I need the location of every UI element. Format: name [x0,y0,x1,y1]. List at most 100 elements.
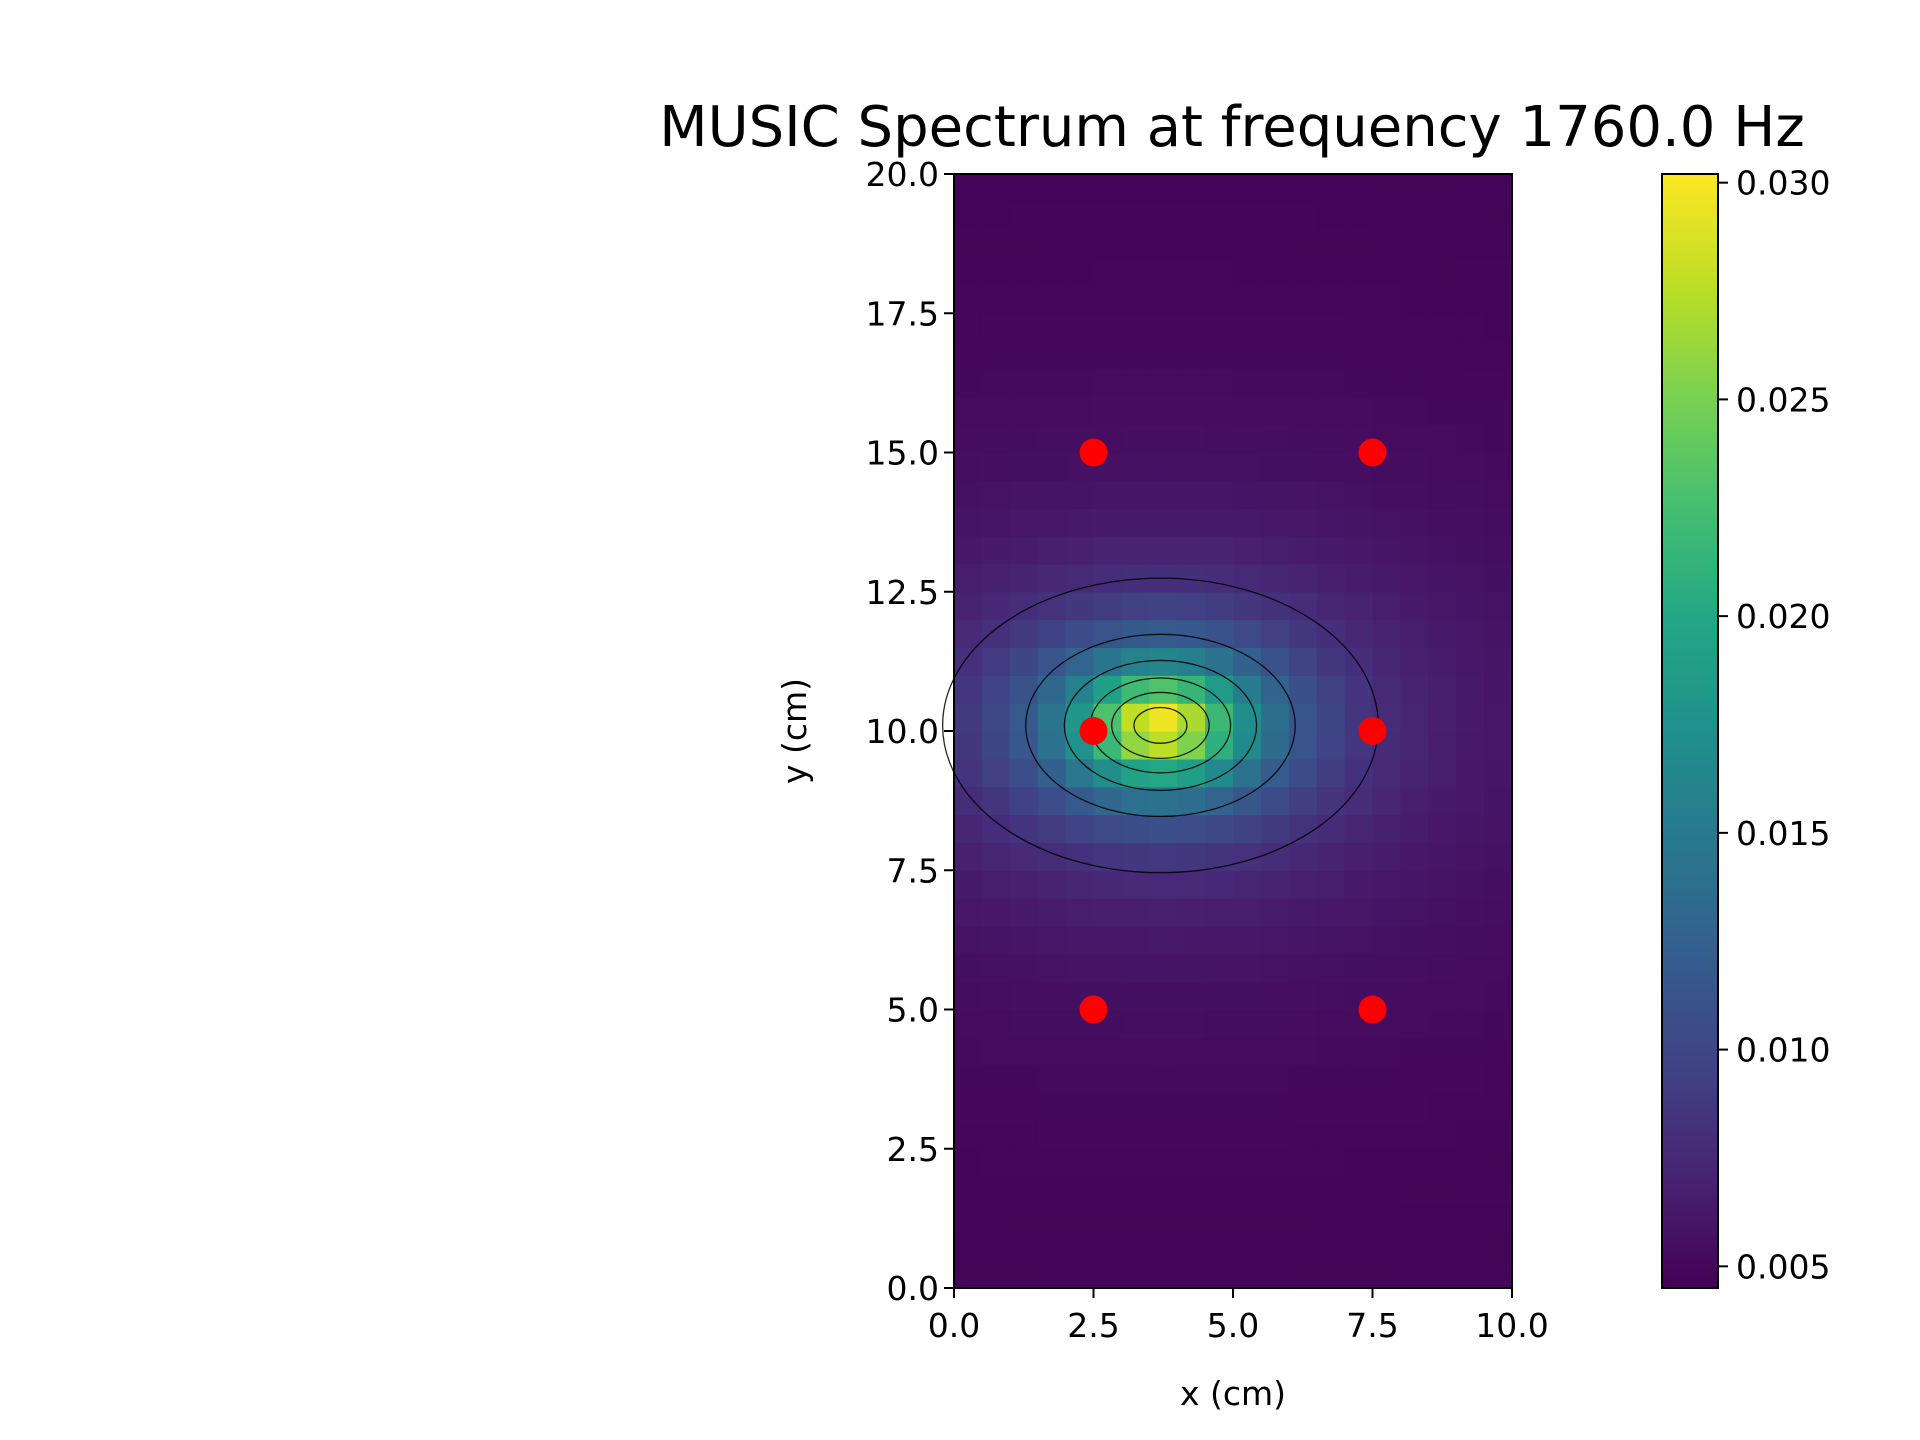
heatmap-cell [1121,758,1150,788]
heatmap-cell [1149,1037,1178,1066]
heatmap-cell [954,313,983,342]
heatmap-cell [1316,396,1346,426]
heatmap-cell [1344,675,1374,704]
heatmap-cell [1372,842,1401,871]
heatmap-cell [1009,758,1039,788]
heatmap-cell [981,1037,1011,1066]
heatmap-cell [1065,285,1095,314]
heatmap-cell [981,452,1011,481]
heatmap-cell [1009,480,1039,509]
heatmap-cell [1344,368,1374,398]
chart-title: MUSIC Spectrum at frequency 1760.0 Hz [659,95,1804,160]
heatmap-cell [1205,396,1234,426]
heatmap-cell [1484,396,1513,426]
heatmap-cell [1344,898,1374,927]
heatmap-cell [1456,396,1485,426]
heatmap-cell [954,758,983,788]
heatmap-cell [1288,1204,1318,1233]
heatmap-cell [1177,257,1206,286]
heatmap-cell [1260,368,1290,398]
heatmap-cell [1093,619,1122,649]
heatmap-cell [1428,201,1457,231]
heatmap-cell [1484,842,1513,871]
heatmap-cell [1177,174,1206,203]
y-tick-label: 5.0 [887,991,939,1030]
heatmap-cell [1009,1037,1039,1066]
x-tick-label: 7.5 [1346,1306,1398,1345]
sensor-marker [1079,438,1108,467]
heatmap-cell [1205,201,1234,231]
heatmap-cell [1484,1176,1513,1206]
heatmap-cell [1121,1204,1150,1233]
heatmap-cell [1121,1093,1150,1122]
heatmap-cell [1093,368,1122,398]
heatmap-cell [1400,619,1429,649]
x-tick-label: 5.0 [1207,1306,1259,1345]
heatmap-cell [1288,368,1318,398]
heatmap-cell [1372,1176,1401,1206]
heatmap-cell [1456,257,1485,286]
heatmap-cell [981,898,1011,927]
heatmap-cell [1149,898,1178,927]
heatmap-cell [981,563,1011,593]
heatmap-cell [1400,174,1429,203]
heatmap-cell [954,1204,983,1233]
heatmap-cell [1400,480,1429,509]
heatmap-cell [1372,536,1401,565]
heatmap-cell [1205,647,1234,676]
heatmap-cell [1260,229,1290,259]
heatmap-cell [1372,396,1401,426]
heatmap-cell [981,1009,1011,1038]
heatmap-cell [1344,1065,1374,1094]
heatmap-cell [954,368,983,398]
heatmap-cell [1456,1093,1485,1122]
heatmap-cell [1344,201,1374,231]
heatmap-cell [1428,870,1457,899]
heatmap-cell [1009,1260,1039,1289]
heatmap-cell [1428,814,1457,843]
heatmap-cell [1177,981,1206,1011]
heatmap-cell [954,229,983,259]
heatmap-cell [1400,1176,1429,1206]
heatmap-cell [954,563,983,593]
heatmap-cell [1316,201,1346,231]
colorbar-tick-label: 0.020 [1736,597,1830,636]
heatmap-cell [1149,870,1178,899]
heatmap-cell [1316,257,1346,286]
heatmap-cell [954,174,983,203]
heatmap-cell [1456,953,1485,983]
colorbar-tick-label: 0.005 [1736,1247,1830,1286]
heatmap-cell [1065,1260,1095,1289]
colorbar-tick-label: 0.015 [1736,814,1830,853]
heatmap-cell [1428,786,1457,816]
heatmap-cell [1260,341,1290,370]
heatmap-cell [1121,1232,1150,1261]
heatmap-cell [1456,508,1485,537]
heatmap-cell [1428,313,1457,342]
heatmap-cell [1456,229,1485,259]
heatmap-cell [1456,536,1485,565]
heatmap-cell [981,619,1011,649]
heatmap-cell [1037,174,1067,203]
heatmap-cell [1149,536,1178,565]
y-tick-label: 15.0 [866,434,939,473]
heatmap-cell [1428,925,1457,955]
heatmap-cell [1456,201,1485,231]
heatmap-cell [1233,285,1262,314]
heatmap-cell [1400,925,1429,955]
heatmap-cell [1177,1065,1206,1094]
heatmap-cell [1121,953,1150,983]
heatmap-cell [1456,368,1485,398]
heatmap-cell [981,536,1011,565]
heatmap-cell [1065,563,1095,593]
x-axis-label: x (cm) [1180,1374,1286,1413]
heatmap-cell [1316,1065,1346,1094]
heatmap-cell [1093,925,1122,955]
heatmap-cell [1288,675,1318,704]
heatmap-cell [1288,1232,1318,1261]
heatmap-cell [954,898,983,927]
heatmap-cell [1009,201,1039,231]
heatmap-cell [1316,1037,1346,1066]
heatmap-cell [1205,1093,1234,1122]
heatmap-cell [1428,174,1457,203]
